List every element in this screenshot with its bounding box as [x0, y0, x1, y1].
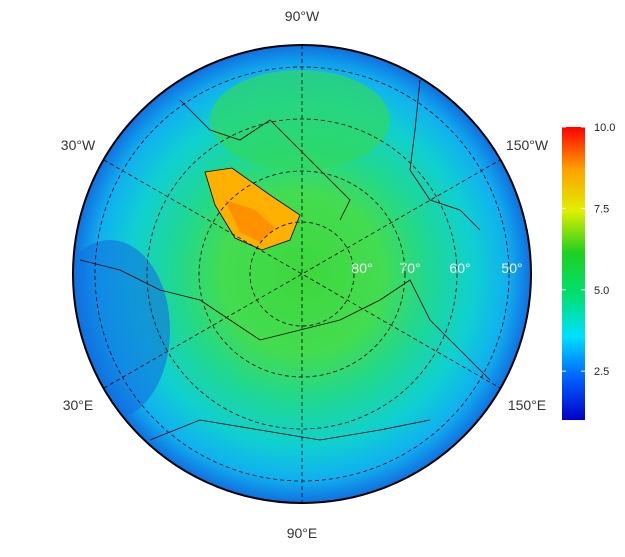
latitude-label: 80° — [351, 260, 372, 276]
greenland — [205, 168, 300, 250]
longitude-label: 30°E — [63, 397, 94, 413]
field — [73, 45, 531, 503]
coastlines — [79, 79, 491, 441]
latitude-label: 50° — [501, 260, 522, 276]
longitude-label: 150°E — [508, 397, 546, 413]
colorbar-tick-label: 7.5 — [594, 203, 609, 215]
colorbar-tick-label: 2.5 — [594, 366, 609, 378]
longitude-label: 150°W — [506, 137, 549, 153]
map-border — [72, 44, 532, 504]
colorbar-tick-label: 5.0 — [594, 285, 609, 297]
longitude-label: 30°W — [61, 137, 96, 153]
graticule — [94, 45, 510, 503]
longitude-label: 90°E — [287, 525, 318, 541]
colorbar-tick-label: 10.0 — [594, 122, 615, 134]
latitude-label: 60° — [449, 260, 470, 276]
latitude-label: 70° — [399, 260, 420, 276]
colorbar-scale — [562, 127, 585, 420]
longitude-label: 90°W — [285, 8, 320, 24]
colorbar: 2.5 5.0 7.5 10.0 — [562, 122, 615, 420]
